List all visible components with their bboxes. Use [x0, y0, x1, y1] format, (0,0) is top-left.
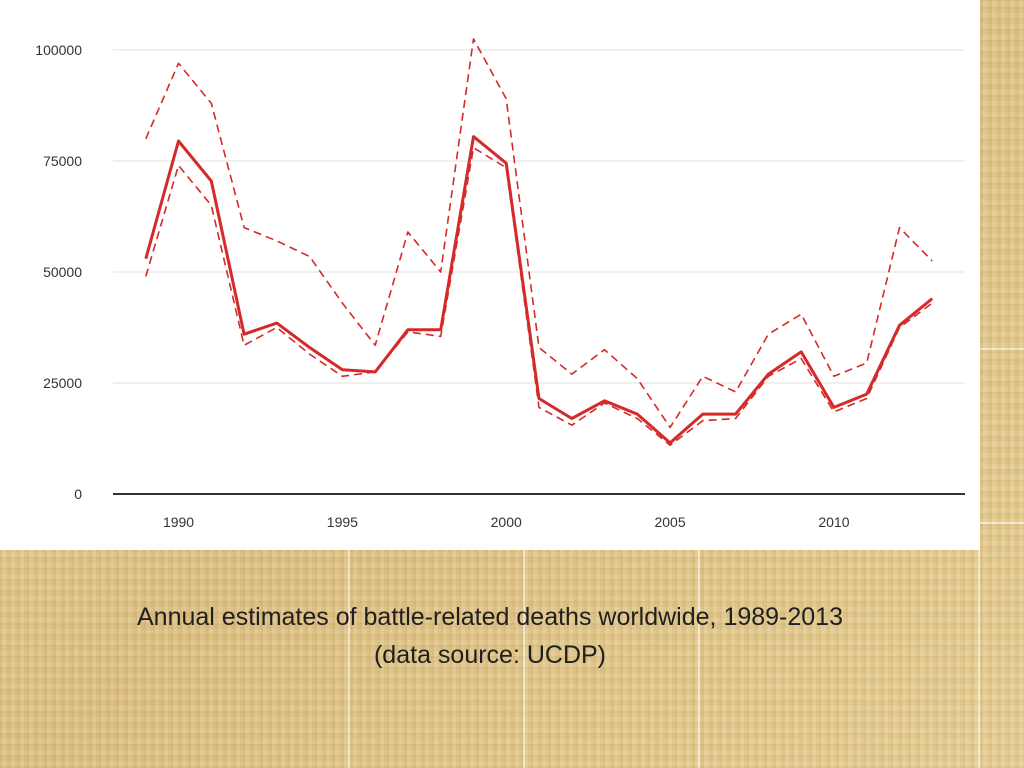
background-panel-divider: [698, 550, 700, 768]
caption-line-1: Annual estimates of battle-related death…: [137, 603, 843, 631]
y-tick-label: 0: [74, 486, 82, 502]
y-tick-label: 75000: [43, 153, 82, 169]
caption-line-2: (data source: UCDP): [373, 641, 607, 669]
x-tick-label: 2000: [491, 514, 522, 530]
y-axis-tick-labels: 0 25000 50000 75000 100000: [35, 42, 82, 502]
background-panel-divider: [523, 550, 525, 768]
chart-panel: 0 25000 50000 75000 100000 1990 1995 2000 2005 2…: [0, 0, 980, 550]
x-tick-label: 2005: [654, 514, 685, 530]
y-tick-label: 50000: [43, 264, 82, 280]
chart-caption: Annual estimates of battle-related death…: [0, 598, 980, 674]
series-lines: [144, 38, 934, 447]
x-tick-label: 1990: [163, 514, 194, 530]
x-tick-label: 2010: [818, 514, 849, 530]
gridlines: [113, 49, 965, 384]
solid-series-line: [144, 135, 934, 445]
y-tick-label: 25000: [43, 375, 82, 391]
dashed-series-line-2: [145, 146, 933, 447]
background-panel-divider: [348, 550, 350, 768]
y-tick-label: 100000: [35, 42, 82, 58]
dashed-series-line-1: [145, 38, 933, 429]
line-chart: 0 25000 50000 75000 100000 1990 1995 2000 2005 2…: [35, 38, 965, 530]
x-axis-tick-labels: 1990 1995 2000 2005 2010: [163, 514, 850, 530]
x-tick-label: 1995: [327, 514, 358, 530]
background-panel-divider: [980, 522, 1024, 524]
background-panel-divider: [980, 348, 1024, 350]
